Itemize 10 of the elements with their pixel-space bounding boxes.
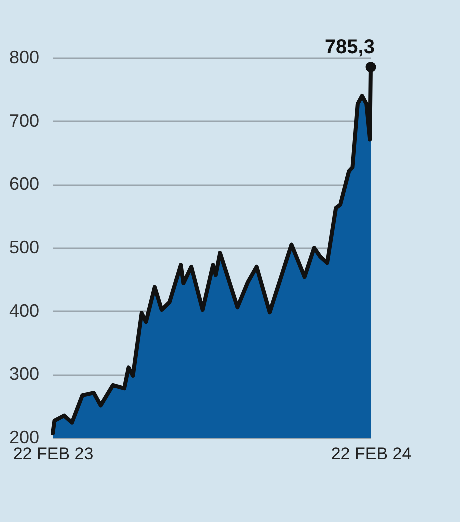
y-tick-label: 700: [9, 110, 40, 131]
y-tick-label: 300: [9, 364, 40, 384]
y-tick-label: 400: [9, 300, 40, 321]
y-tick-label: 800: [9, 48, 40, 68]
y-tick-label: 600: [9, 174, 40, 194]
y-tick-label: 200: [9, 428, 40, 448]
x-tick-label: 22 FEB 23: [13, 444, 94, 464]
x-tick-label: 22 FEB 24: [331, 444, 412, 464]
y-tick-label: 500: [9, 238, 40, 258]
annotation: 785,3: [324, 36, 375, 58]
